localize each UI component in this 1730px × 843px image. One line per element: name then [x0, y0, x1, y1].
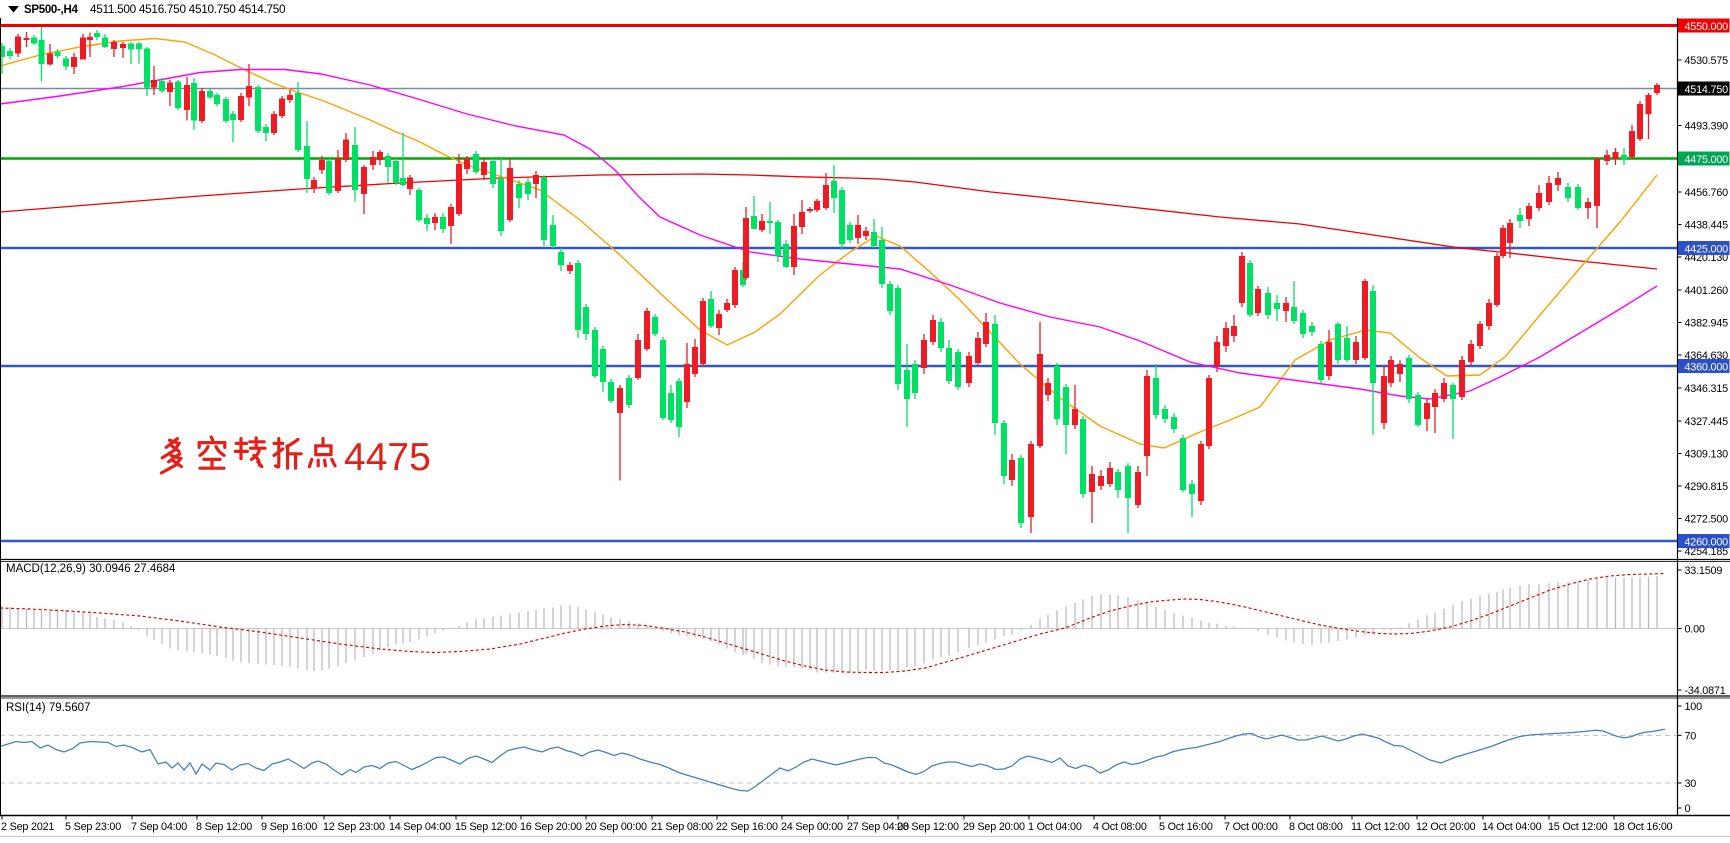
- svg-text:7 Oct 00:00: 7 Oct 00:00: [1224, 821, 1278, 833]
- svg-text:33.1509: 33.1509: [1685, 565, 1723, 577]
- svg-text:4360.000: 4360.000: [1685, 362, 1729, 374]
- svg-text:24 Sep 00:00: 24 Sep 00:00: [781, 821, 843, 833]
- svg-text:4475.000: 4475.000: [1685, 154, 1729, 166]
- svg-text:9 Sep 16:00: 9 Sep 16:00: [261, 821, 317, 833]
- svg-text:15 Oct 12:00: 15 Oct 12:00: [1548, 821, 1608, 833]
- svg-text:8 Sep 12:00: 8 Sep 12:00: [196, 821, 252, 833]
- svg-text:RSI(14) 79.5607: RSI(14) 79.5607: [6, 702, 90, 714]
- svg-text:4438.445: 4438.445: [1685, 220, 1729, 232]
- svg-text:SP500-,H4: SP500-,H4: [24, 4, 78, 16]
- svg-text:4346.315: 4346.315: [1685, 383, 1729, 395]
- svg-text:4475: 4475: [344, 436, 431, 479]
- svg-text:4425.000: 4425.000: [1685, 244, 1729, 256]
- svg-text:70: 70: [1685, 730, 1697, 742]
- svg-text:18 Oct 16:00: 18 Oct 16:00: [1613, 821, 1673, 833]
- svg-text:1 Oct 04:00: 1 Oct 04:00: [1028, 821, 1082, 833]
- svg-text:22 Sep 16:00: 22 Sep 16:00: [716, 821, 778, 833]
- svg-text:30: 30: [1685, 778, 1697, 790]
- svg-text:100: 100: [1685, 701, 1703, 713]
- svg-text:15 Sep 12:00: 15 Sep 12:00: [455, 821, 517, 833]
- svg-text:4327.445: 4327.445: [1685, 416, 1729, 428]
- svg-text:20 Sep 00:00: 20 Sep 00:00: [585, 821, 647, 833]
- svg-text:5 Sep 23:00: 5 Sep 23:00: [65, 821, 121, 833]
- svg-text:4401.260: 4401.260: [1685, 285, 1729, 297]
- svg-text:7 Sep 04:00: 7 Sep 04:00: [131, 821, 187, 833]
- svg-text:8 Oct 08:00: 8 Oct 08:00: [1289, 821, 1343, 833]
- svg-text:4530.575: 4530.575: [1685, 55, 1729, 67]
- svg-text:4493.390: 4493.390: [1685, 121, 1729, 133]
- svg-text:4 Oct 08:00: 4 Oct 08:00: [1093, 821, 1147, 833]
- svg-text:4254.185: 4254.185: [1685, 546, 1729, 558]
- svg-text:0.00: 0.00: [1685, 624, 1705, 636]
- svg-text:4514.750: 4514.750: [1685, 84, 1729, 96]
- svg-text:12 Oct 20:00: 12 Oct 20:00: [1416, 821, 1476, 833]
- svg-text:14 Sep 04:00: 14 Sep 04:00: [389, 821, 451, 833]
- svg-text:11 Oct 12:00: 11 Oct 12:00: [1351, 821, 1410, 833]
- svg-text:14 Oct 04:00: 14 Oct 04:00: [1482, 821, 1542, 833]
- svg-text:16 Sep 20:00: 16 Sep 20:00: [520, 821, 582, 833]
- svg-text:4290.815: 4290.815: [1685, 481, 1729, 493]
- svg-text:12 Sep 23:00: 12 Sep 23:00: [323, 821, 385, 833]
- svg-text:4550.000: 4550.000: [1685, 21, 1729, 33]
- svg-text:4456.760: 4456.760: [1685, 187, 1729, 199]
- svg-text:28 Sep 12:00: 28 Sep 12:00: [897, 821, 959, 833]
- svg-text:4309.130: 4309.130: [1685, 449, 1729, 461]
- svg-text:2 Sep 2021: 2 Sep 2021: [1, 821, 54, 833]
- svg-text:MACD(12,26,9) 30.0946 27.4684: MACD(12,26,9) 30.0946 27.4684: [6, 563, 176, 575]
- svg-text:4511.500 4516.750 4510.750 451: 4511.500 4516.750 4510.750 4514.750: [90, 2, 286, 16]
- svg-text:5 Oct 16:00: 5 Oct 16:00: [1159, 821, 1213, 833]
- svg-text:4272.500: 4272.500: [1685, 514, 1729, 526]
- svg-text:0: 0: [1685, 803, 1691, 815]
- svg-text:-34.0871: -34.0871: [1685, 685, 1726, 697]
- svg-text:4382.945: 4382.945: [1685, 318, 1729, 330]
- svg-text:4260.000: 4260.000: [1685, 537, 1729, 549]
- svg-text:27 Sep 04:00: 27 Sep 04:00: [847, 821, 909, 833]
- svg-text:21 Sep 08:00: 21 Sep 08:00: [651, 821, 713, 833]
- svg-text:29 Sep 20:00: 29 Sep 20:00: [963, 821, 1025, 833]
